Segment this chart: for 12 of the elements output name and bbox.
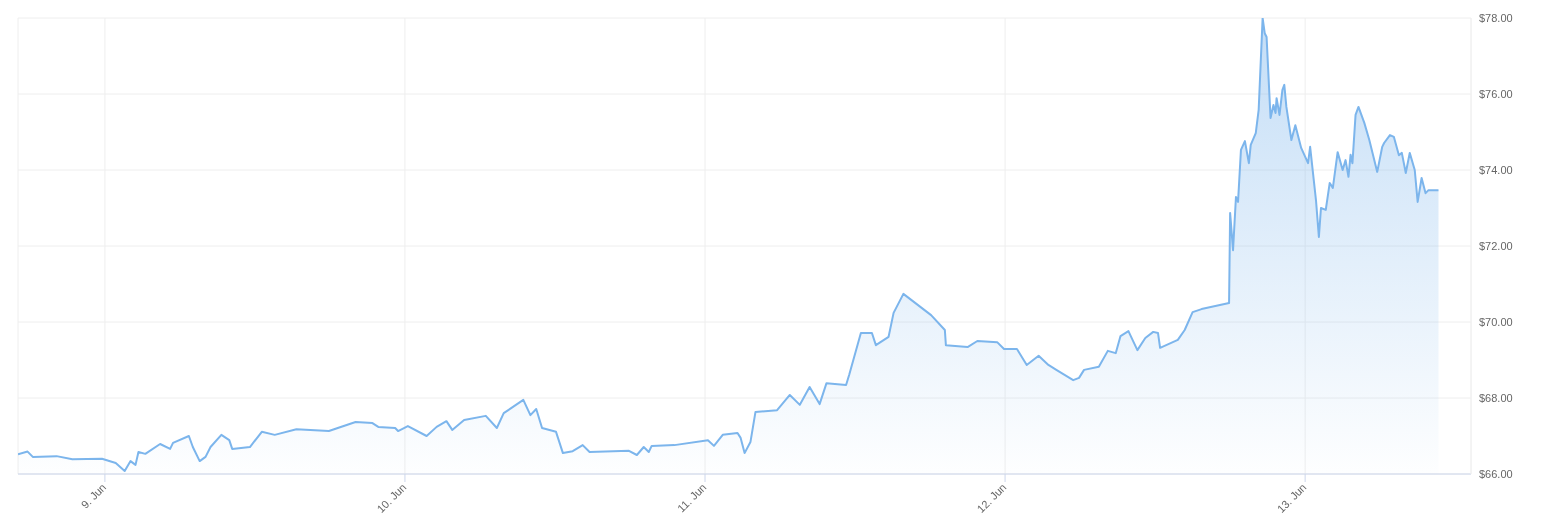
y-tick-label: $66.00 bbox=[1479, 467, 1513, 480]
x-tick-label: 10. Jun bbox=[374, 480, 409, 515]
y-tick-label: $74.00 bbox=[1479, 163, 1513, 176]
y-tick-label: $72.00 bbox=[1479, 239, 1513, 252]
x-tick-label: 11. Jun bbox=[675, 480, 709, 515]
x-tick-label: 12. Jun bbox=[974, 480, 1009, 515]
y-tick-label: $78.00 bbox=[1479, 11, 1513, 24]
y-tick-label: $68.00 bbox=[1479, 391, 1513, 404]
x-tick-label: 13. Jun bbox=[1274, 480, 1309, 515]
x-tick-label: 9. Jun bbox=[78, 480, 109, 511]
y-tick-label: $70.00 bbox=[1479, 315, 1513, 328]
y-tick-label: $76.00 bbox=[1479, 87, 1513, 100]
